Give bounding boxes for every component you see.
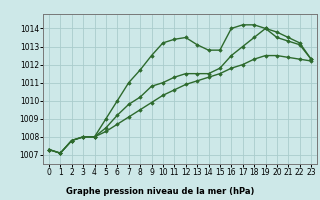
Text: Graphe pression niveau de la mer (hPa): Graphe pression niveau de la mer (hPa) — [66, 187, 254, 196]
